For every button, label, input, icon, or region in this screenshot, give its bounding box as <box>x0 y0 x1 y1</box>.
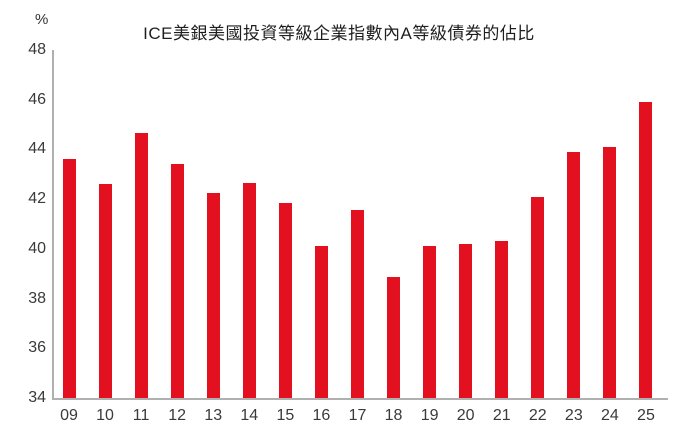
x-tick-label: 24 <box>600 407 619 424</box>
chart-title: ICE美銀美國投資等級企業指數內A等級債券的佔比 <box>143 24 535 43</box>
x-tick-label: 12 <box>168 407 187 424</box>
bar-16 <box>314 246 328 398</box>
bar-22 <box>531 196 545 398</box>
bar-09 <box>62 159 76 398</box>
x-tick-label: 14 <box>240 407 259 424</box>
y-tick-label: 46 <box>28 90 46 108</box>
bar-12 <box>170 164 184 398</box>
x-tick-label: 20 <box>456 407 475 424</box>
bar-18 <box>387 277 401 398</box>
bar-20 <box>459 243 473 398</box>
x-tick-label: 25 <box>637 407 655 424</box>
x-tick-label: 19 <box>420 407 439 424</box>
bar-21 <box>495 241 509 398</box>
y-tick-label: 34 <box>28 389 46 406</box>
x-tick-label: 11 <box>132 407 150 424</box>
x-tick-label: 09 <box>60 407 78 424</box>
y-tick-label: 36 <box>28 339 46 357</box>
y-tick-label: 42 <box>28 190 46 208</box>
y-tick-label: 40 <box>28 239 46 257</box>
bar-23 <box>567 151 581 398</box>
x-tick-label: 17 <box>348 407 367 424</box>
bar-17 <box>350 210 364 398</box>
bar-24 <box>603 146 617 398</box>
y-axis-unit-label: % <box>35 11 49 28</box>
bar-13 <box>206 192 220 398</box>
x-tick-label: 22 <box>528 407 547 424</box>
bar-15 <box>278 202 292 398</box>
bar-14 <box>242 183 256 398</box>
y-tick-label: 38 <box>28 289 46 307</box>
y-tick-label: 48 <box>28 41 46 58</box>
x-tick-label: 21 <box>492 407 511 424</box>
x-tick-label: 23 <box>564 407 583 424</box>
plot-area <box>52 50 668 400</box>
x-tick-label: 10 <box>96 407 114 424</box>
x-tick-label: 15 <box>276 407 295 424</box>
bar-19 <box>423 246 437 398</box>
bar-25 <box>639 102 653 398</box>
y-tick-label: 44 <box>28 140 46 158</box>
x-tick-label: 16 <box>312 407 331 424</box>
bar-10 <box>98 184 112 398</box>
x-tick-label: 18 <box>384 407 403 424</box>
bar-11 <box>134 133 148 398</box>
x-tick-label: 13 <box>204 407 223 424</box>
